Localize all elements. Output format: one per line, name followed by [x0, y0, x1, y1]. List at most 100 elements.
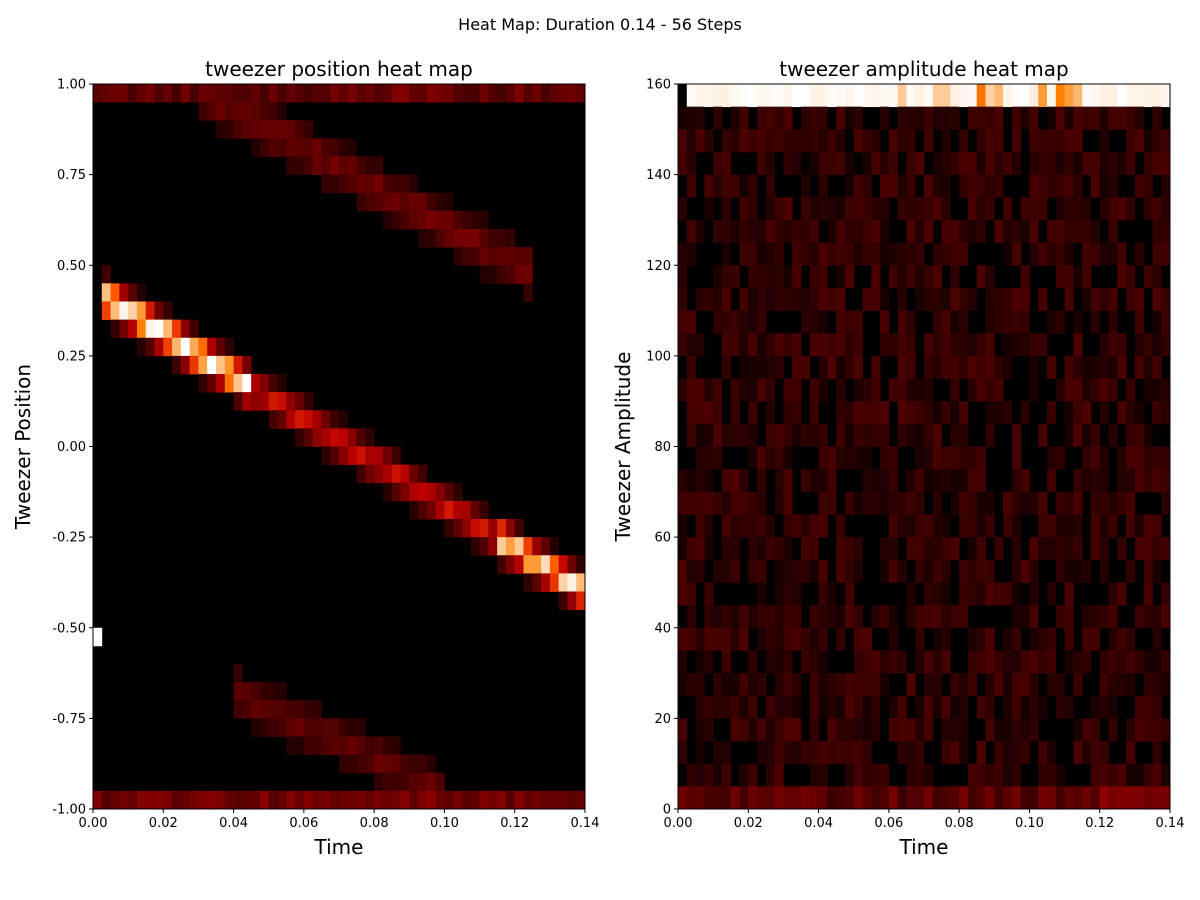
position-heatmap-cell — [462, 210, 472, 230]
amplitude-heatmap-cell — [704, 423, 714, 447]
amplitude-heatmap-cell — [801, 310, 811, 334]
amplitude-heatmap-cell — [827, 129, 837, 153]
amplitude-heatmap-cell — [818, 106, 828, 130]
position-heatmap-cell — [189, 337, 199, 357]
position-heatmap-cell — [277, 84, 287, 103]
amplitude-heatmap-cell — [1064, 537, 1074, 561]
amplitude-heatmap-cell — [801, 514, 811, 538]
amplitude-heatmap-cell — [915, 650, 925, 674]
amplitude-heatmap-cell — [1020, 650, 1030, 674]
position-heatmap-cell — [295, 736, 305, 756]
amplitude-heatmap-cell — [739, 378, 749, 402]
amplitude-heatmap-cell — [976, 355, 986, 379]
position-heatmap-cell — [549, 790, 560, 810]
position-heatmap-cell — [145, 337, 155, 357]
amplitude-heatmap-cell — [1082, 650, 1092, 674]
position-heatmap-cell — [497, 265, 507, 284]
amplitude-heatmap-cell — [853, 333, 863, 357]
amplitude-heatmap-cell — [1020, 219, 1030, 243]
amplitude-heatmap-cell — [906, 423, 916, 447]
amplitude-heatmap-cell — [686, 491, 696, 515]
amplitude-heatmap-cell — [1055, 514, 1065, 538]
amplitude-heatmap-cell — [915, 537, 925, 561]
position-heatmap-cell — [523, 555, 533, 574]
amplitude-heatmap-cell — [739, 197, 749, 221]
amplitude-heatmap-cell — [994, 219, 1004, 243]
amplitude-heatmap-cell — [827, 355, 837, 379]
amplitude-heatmap-cell — [792, 333, 802, 357]
amplitude-heatmap-cell — [721, 627, 732, 651]
amplitude-heatmap-cell — [1073, 673, 1083, 697]
amplitude-heatmap-cell — [994, 287, 1004, 311]
amplitude-heatmap-cell — [836, 378, 846, 402]
amplitude-heatmap-cell — [897, 378, 907, 402]
amplitude-heatmap-cell — [783, 151, 793, 176]
position-heatmap-cell — [251, 682, 261, 701]
amplitude-heatmap-cell — [678, 333, 688, 357]
amplitude-heatmap-cell — [1055, 129, 1065, 153]
amplitude-heatmap-cell — [915, 469, 925, 493]
position-heatmap-cell — [409, 210, 419, 230]
amplitude-heatmap-cell — [941, 333, 951, 357]
amplitude-heatmap-cell — [678, 582, 688, 606]
amplitude-heatmap-cell — [1029, 786, 1039, 810]
amplitude-heatmap-cell — [765, 605, 776, 629]
amplitude-heatmap-cell — [818, 763, 828, 787]
amplitude-heatmap-cell — [1038, 287, 1048, 311]
amplitude-heatmap-cell — [721, 559, 732, 583]
amplitude-heatmap-cell — [1152, 310, 1162, 334]
amplitude-heatmap-cell — [888, 378, 899, 402]
amplitude-heatmap-cell — [730, 174, 740, 198]
position-heatmap-cell — [295, 790, 305, 810]
amplitude-heatmap-cell — [1082, 627, 1092, 651]
amplitude-heatmap-cell — [704, 582, 714, 606]
amplitude-heatmap-cell — [1090, 514, 1101, 538]
amplitude-heatmap-cell — [765, 650, 776, 674]
position-heatmap-cell — [400, 84, 410, 103]
amplitude-heatmap-cell — [871, 197, 881, 221]
amplitude-heatmap-cell — [774, 627, 784, 651]
position-heatmap-cell — [409, 772, 419, 792]
amplitude-heatmap-cell — [985, 718, 995, 742]
amplitude-heatmap-cell — [1090, 310, 1101, 334]
amplitude-heatmap-cell — [695, 333, 705, 357]
amplitude-heatmap-cell — [906, 197, 916, 221]
position-heatmap-cell — [514, 265, 524, 284]
position-heatmap-cell — [505, 537, 516, 556]
position-heatmap-cell — [382, 482, 393, 502]
amplitude-heatmap-cell — [836, 718, 846, 742]
position-heatmap-cell — [400, 192, 410, 212]
amplitude-heatmap-cell — [906, 718, 916, 742]
amplitude-heatmap-cell — [844, 265, 855, 289]
amplitude-heatmap-cell — [678, 718, 688, 742]
amplitude-heatmap-cell — [880, 786, 890, 810]
amplitude-heatmap-cell — [1011, 786, 1022, 810]
position-heatmap-cell — [154, 319, 164, 339]
amplitude-heatmap-cell — [1161, 242, 1171, 266]
amplitude-heatmap-cell — [713, 219, 723, 243]
amplitude-heatmap-cell — [959, 355, 969, 379]
amplitude-heatmap-cell — [1090, 242, 1101, 266]
position-heatmap-cell — [295, 156, 305, 176]
amplitude-heatmap-cell — [950, 84, 960, 108]
amplitude-heatmap-cell — [959, 287, 969, 311]
amplitude-heatmap-cell — [774, 786, 784, 810]
position-heatmap-cell — [356, 192, 366, 212]
position-heatmap-cell — [207, 790, 217, 810]
amplitude-heatmap-cell — [871, 242, 881, 266]
amplitude-heatmap-cell — [1073, 84, 1083, 108]
position-heatmap-cell — [312, 410, 322, 429]
amplitude-heatmap-cell — [1064, 695, 1074, 719]
amplitude-heatmap-cell — [1047, 151, 1057, 176]
amplitude-heatmap-cell — [757, 219, 767, 243]
amplitude-heatmap-cell — [1082, 559, 1092, 583]
position-heatmap-cell — [303, 392, 314, 411]
amplitude-heatmap-cell — [985, 695, 995, 719]
amplitude-heatmap-cell — [721, 242, 732, 266]
amplitude-heatmap-cell — [1011, 695, 1022, 719]
amplitude-heatmap-cell — [809, 537, 819, 561]
amplitude-heatmap-cell — [704, 174, 714, 198]
position-heatmap-cell — [295, 410, 305, 429]
amplitude-heatmap-cell — [1047, 355, 1057, 379]
amplitude-heatmap-cell — [783, 627, 793, 651]
